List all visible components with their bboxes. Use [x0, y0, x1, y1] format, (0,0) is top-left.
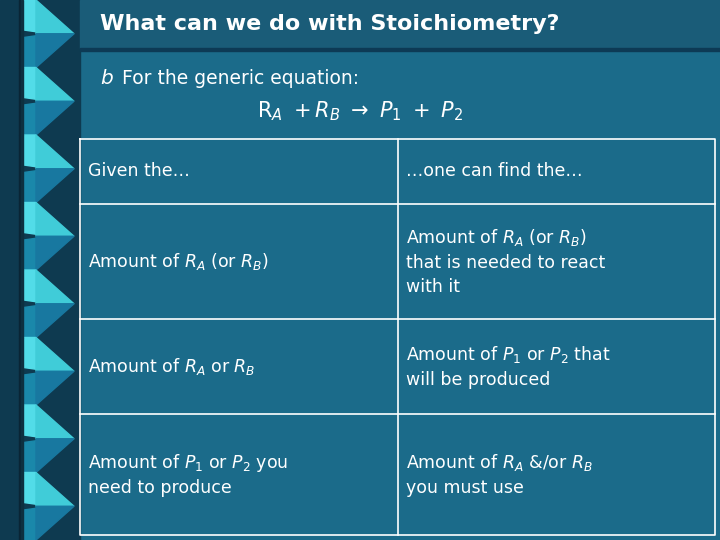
- Polygon shape: [0, 0, 80, 540]
- Polygon shape: [22, 36, 36, 68]
- Polygon shape: [36, 270, 74, 303]
- Polygon shape: [80, 48, 720, 51]
- Text: Amount of $R_A$ &/or $R_B$
you must use: Amount of $R_A$ &/or $R_B$ you must use: [405, 452, 593, 497]
- Polygon shape: [36, 0, 74, 33]
- Polygon shape: [36, 33, 74, 68]
- Polygon shape: [21, 338, 23, 405]
- Text: Amount of $R_A$ (or $R_B$): Amount of $R_A$ (or $R_B$): [88, 251, 269, 272]
- Text: For the generic equation:: For the generic equation:: [122, 70, 359, 89]
- Polygon shape: [22, 103, 36, 135]
- Polygon shape: [22, 238, 36, 270]
- Text: Amount of $P_1$ or $P_2$ that
will be produced: Amount of $P_1$ or $P_2$ that will be pr…: [405, 344, 610, 389]
- Polygon shape: [19, 472, 22, 540]
- Polygon shape: [21, 270, 23, 338]
- Polygon shape: [19, 202, 22, 270]
- Polygon shape: [36, 237, 74, 270]
- Polygon shape: [36, 472, 74, 507]
- Polygon shape: [21, 405, 23, 472]
- Polygon shape: [22, 171, 36, 202]
- Text: Amount of $R_A$ or $R_B$: Amount of $R_A$ or $R_B$: [88, 356, 256, 377]
- Polygon shape: [36, 102, 74, 135]
- Polygon shape: [36, 507, 74, 540]
- Polygon shape: [22, 472, 36, 504]
- Polygon shape: [21, 202, 23, 270]
- Polygon shape: [36, 135, 74, 168]
- Polygon shape: [21, 135, 23, 202]
- Polygon shape: [21, 68, 23, 135]
- Polygon shape: [19, 270, 22, 338]
- Polygon shape: [36, 372, 74, 405]
- Polygon shape: [36, 405, 74, 438]
- Text: b: b: [100, 70, 113, 89]
- Polygon shape: [19, 135, 22, 202]
- Polygon shape: [22, 338, 36, 369]
- Text: Amount of $P_1$ or $P_2$ you
need to produce: Amount of $P_1$ or $P_2$ you need to pro…: [88, 451, 288, 497]
- Polygon shape: [22, 441, 36, 472]
- Polygon shape: [21, 0, 23, 68]
- Polygon shape: [22, 373, 36, 405]
- Polygon shape: [19, 0, 22, 68]
- Polygon shape: [22, 405, 36, 437]
- Text: Given the…: Given the…: [88, 163, 190, 180]
- Text: What can we do with Stoichiometry?: What can we do with Stoichiometry?: [100, 14, 559, 34]
- Polygon shape: [22, 508, 36, 540]
- Text: $\mathregular{R}_A\ +R_B\ \rightarrow\ P_1\ +\ P_2$: $\mathregular{R}_A\ +R_B\ \rightarrow\ P…: [257, 99, 463, 123]
- Text: Amount of $R_A$ (or $R_B$)
that is needed to react
with it: Amount of $R_A$ (or $R_B$) that is neede…: [405, 227, 605, 295]
- Polygon shape: [19, 338, 22, 405]
- Polygon shape: [22, 135, 36, 167]
- Text: …one can find the…: …one can find the…: [405, 163, 582, 180]
- Polygon shape: [36, 303, 74, 338]
- Polygon shape: [22, 202, 36, 234]
- Polygon shape: [36, 438, 74, 472]
- Polygon shape: [36, 202, 74, 237]
- Polygon shape: [36, 68, 74, 102]
- Polygon shape: [36, 338, 74, 372]
- Polygon shape: [22, 0, 36, 32]
- Polygon shape: [19, 405, 22, 472]
- Polygon shape: [22, 270, 36, 302]
- Polygon shape: [80, 0, 720, 48]
- Polygon shape: [36, 168, 74, 202]
- Polygon shape: [22, 68, 36, 99]
- Polygon shape: [22, 306, 36, 338]
- Polygon shape: [19, 68, 22, 135]
- Polygon shape: [21, 472, 23, 540]
